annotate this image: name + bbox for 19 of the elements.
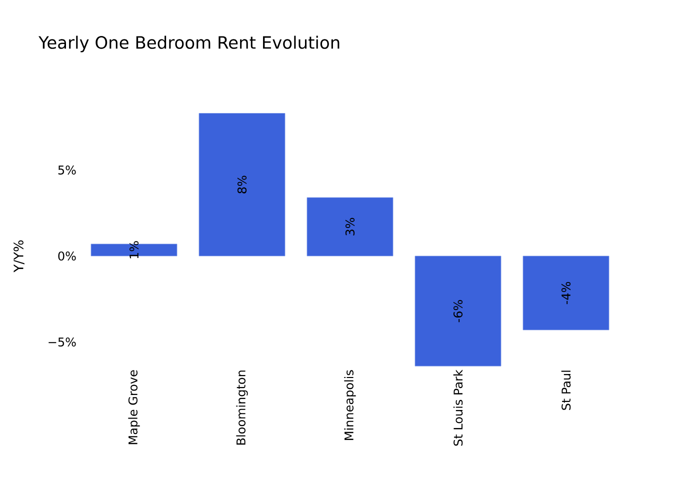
bar [198, 113, 286, 256]
data-label: 8% [237, 176, 247, 194]
bar [306, 197, 394, 256]
y-tick-label: −5% [48, 337, 76, 347]
x-tick-label: Minneapolis [344, 370, 356, 440]
data-label: 3% [345, 218, 355, 236]
y-axis-title: Y/Y% [14, 240, 24, 272]
chart-title: Yearly One Bedroom Rent Evolution [38, 36, 340, 52]
bar [522, 256, 610, 330]
data-label: -4% [561, 282, 571, 304]
x-tick-label: Bloomington [236, 370, 248, 445]
y-tick-label: 5% [58, 165, 76, 175]
x-tick-label: Maple Grove [128, 370, 140, 444]
y-tick-label: 0% [58, 251, 76, 261]
data-label: 1% [129, 241, 139, 258]
x-tick-label: St Louis Park [453, 370, 463, 446]
bar [414, 256, 502, 366]
data-label: -6% [453, 300, 463, 322]
x-tick-label: St Paul [561, 370, 571, 410]
